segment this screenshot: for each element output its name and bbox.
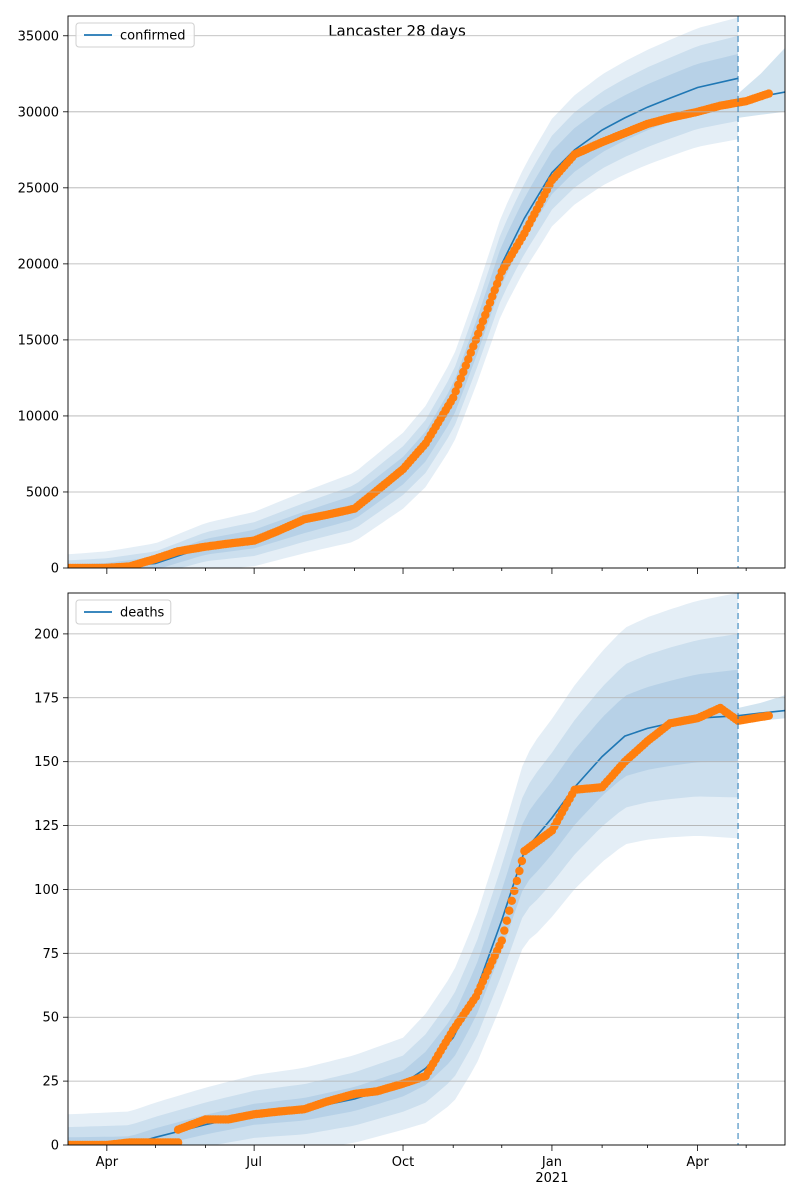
y-tick-label: 25000: [18, 181, 59, 196]
observed-point: [764, 89, 773, 98]
y-tick-label: 50: [42, 1011, 59, 1026]
y-tick-label: 150: [34, 755, 59, 770]
y-tick-label: 10000: [18, 409, 59, 424]
uncertainty-band-outer: [68, 593, 739, 1145]
observed-point: [764, 711, 773, 720]
legend-label: confirmed: [120, 29, 186, 44]
observed-point: [512, 876, 522, 886]
legend-box: [75, 599, 172, 625]
y-tick-label: 200: [34, 627, 59, 642]
x-tick-label: Apr: [96, 1155, 119, 1170]
observed-point: [517, 856, 527, 866]
observed-point: [505, 906, 514, 915]
observed-point: [500, 926, 509, 935]
observed-point: [454, 380, 463, 389]
observed-point: [456, 374, 465, 383]
observed-point: [476, 323, 485, 332]
y-tick-label: 20000: [18, 257, 59, 272]
axes-frame: [67, 592, 786, 1146]
observed-point: [451, 387, 460, 396]
observed-point: [173, 1138, 183, 1145]
y-tick-label: 0: [51, 562, 59, 577]
observed-point: [507, 896, 516, 905]
observed-point: [510, 886, 519, 896]
observed-point: [459, 367, 468, 377]
y-tick-label: 25: [42, 1075, 59, 1090]
observed-point: [461, 361, 470, 370]
observed-point: [469, 342, 478, 351]
uncertainty-band-middle: [68, 35, 739, 568]
x-tick-label: Jan: [541, 1155, 562, 1170]
confirmed-panel: 0 5000 10000 15000 20000 25000 30000 35000 confi…: [18, 15, 786, 577]
observed-point: [449, 393, 458, 402]
x-tick-label: Jul: [245, 1155, 262, 1170]
x-tick-label: Oct: [392, 1155, 414, 1170]
observed-point: [497, 936, 506, 945]
y-tick-label: 15000: [18, 333, 59, 348]
y-tick-label: 5000: [26, 485, 59, 500]
axes-frame: [67, 15, 786, 569]
y-tick-label: 100: [34, 883, 59, 898]
observed-point: [464, 355, 473, 364]
uncertainty-band-inner: [68, 669, 739, 1145]
y-tick-label: 35000: [18, 29, 59, 44]
y-tick-label: 125: [34, 819, 59, 834]
y-tick-label: 0: [51, 1139, 59, 1154]
legend-label: deaths: [120, 606, 165, 621]
observed-point: [515, 866, 524, 876]
y-tick-label: 30000: [18, 105, 59, 120]
y-tick-label: 175: [34, 691, 59, 706]
plot-area: [68, 17, 785, 568]
observed-point: [488, 292, 497, 301]
observed-point: [466, 348, 475, 357]
legend-box: [75, 22, 195, 48]
figure-title: Lancaster 28 days: [328, 22, 466, 40]
observed-point: [502, 916, 511, 925]
y-tick-label: 75: [42, 947, 59, 962]
x-tick-sublabel: 2021: [535, 1171, 568, 1186]
x-tick-label: Apr: [686, 1155, 709, 1170]
